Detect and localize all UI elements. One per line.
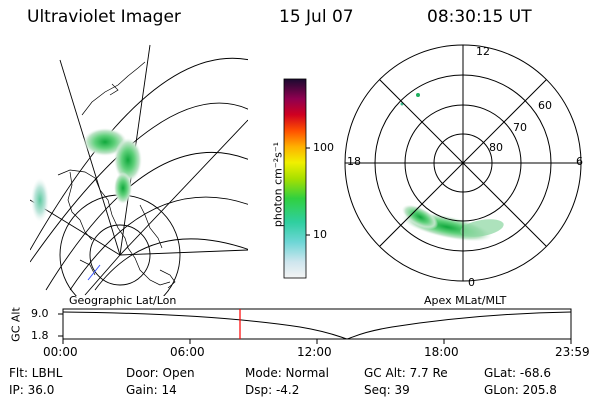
colorbar-tick-label: 10: [313, 228, 327, 241]
sun-direction-line: [87, 264, 101, 281]
ip-status: IP: 36.0: [9, 383, 55, 397]
coastline: [57, 61, 176, 289]
seq-status: Seq: 39: [364, 383, 410, 397]
instrument-title: Ultraviolet Imager: [27, 7, 181, 27]
mlat-label-60: 60: [538, 99, 552, 112]
orbit-xtick-label: 18:00: [424, 345, 459, 359]
glat-status: GLat: -68.6: [484, 366, 551, 380]
filter-status: Flt: LBHL: [9, 366, 63, 380]
mlt-label-12: 12: [476, 45, 490, 58]
dsp-status: Dsp: -4.2: [245, 383, 300, 397]
orbit-ylabel: GC Alt: [9, 307, 23, 342]
mlat-label-70: 70: [513, 121, 527, 134]
glon-status: GLon: 205.8: [484, 383, 557, 397]
orbit-xtick-label: 06:00: [170, 345, 205, 359]
time-label: 08:30:15 UT: [427, 7, 532, 27]
orbit-xtick-label: 23:59: [555, 345, 590, 359]
colorbar-gradient: [283, 78, 307, 279]
colorbar-tick-label: 100: [313, 141, 334, 154]
orbit-altitude-curve: [62, 311, 572, 340]
date-label: 15 Jul 07: [279, 7, 354, 27]
orbit-ytick-label: 1.8: [31, 329, 49, 342]
orbit-xtick-label: 12:00: [297, 345, 332, 359]
mlt-label-18: 18: [347, 155, 361, 168]
mlat-label-80: 80: [489, 141, 503, 154]
apex-panel-label: Apex MLat/MLT: [424, 294, 507, 307]
polar-grid: [344, 44, 582, 282]
geographic-panel-label: Geographic Lat/Lon: [69, 294, 177, 307]
mlt-label-6: 6: [576, 155, 583, 168]
door-status: Door: Open: [126, 366, 195, 380]
gc-alt-status: GC Alt: 7.7 Re: [364, 366, 448, 380]
aurora-emission-geo: [31, 128, 142, 222]
gain-status: Gain: 14: [126, 383, 177, 397]
aurora-emission-polar: [400, 93, 504, 242]
orbit-xtick-label: 00:00: [43, 345, 78, 359]
orbit-ytick-label: 9.0: [31, 307, 49, 320]
mode-status: Mode: Normal: [245, 366, 329, 380]
mlt-label-0: 0: [468, 276, 475, 289]
